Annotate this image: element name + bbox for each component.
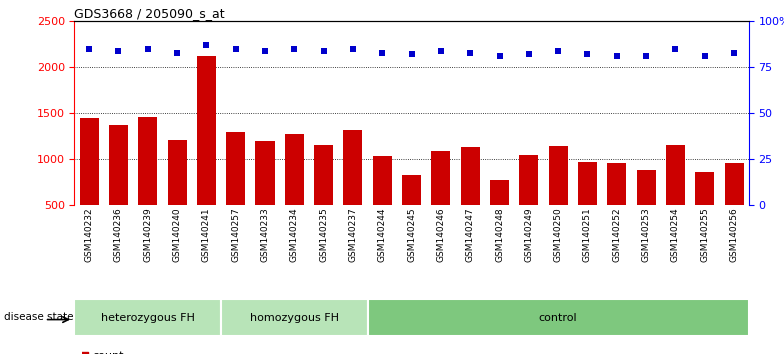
Bar	[461, 147, 480, 205]
Bar	[285, 135, 304, 205]
Text: GSM140245: GSM140245	[407, 207, 416, 262]
Bar	[368, 299, 749, 336]
Text: GSM140251: GSM140251	[583, 207, 592, 262]
Point	[581, 52, 593, 57]
Text: GSM140247: GSM140247	[466, 207, 475, 262]
Point	[141, 46, 154, 52]
Bar	[314, 145, 333, 205]
Text: homozygous FH: homozygous FH	[250, 313, 339, 323]
Point	[699, 53, 711, 59]
Point	[230, 46, 242, 52]
Bar	[608, 163, 626, 205]
Bar	[695, 172, 714, 205]
Text: GSM140240: GSM140240	[172, 207, 182, 262]
Point	[728, 50, 740, 55]
Point	[464, 50, 477, 55]
Text: count: count	[92, 351, 124, 354]
Text: GDS3668 / 205090_s_at: GDS3668 / 205090_s_at	[74, 7, 225, 20]
Text: GSM140250: GSM140250	[554, 207, 563, 262]
Point	[83, 46, 96, 52]
Text: GSM140235: GSM140235	[319, 207, 328, 262]
Point	[200, 42, 212, 48]
Bar	[724, 163, 743, 205]
Bar	[372, 156, 392, 205]
Text: GSM140236: GSM140236	[114, 207, 123, 262]
Bar	[519, 155, 539, 205]
Bar	[578, 162, 597, 205]
Bar	[490, 181, 509, 205]
Point	[290, 27, 303, 33]
Text: GSM140241: GSM140241	[202, 207, 211, 262]
Point	[112, 48, 125, 53]
Bar	[431, 151, 451, 205]
Point	[670, 46, 682, 52]
Text: control: control	[539, 313, 578, 323]
Point	[376, 50, 389, 55]
Bar	[197, 56, 216, 205]
Point	[552, 48, 564, 53]
Text: GSM140256: GSM140256	[730, 207, 739, 262]
Bar	[549, 147, 568, 205]
Bar	[221, 299, 368, 336]
Bar	[74, 299, 221, 336]
Text: GSM140252: GSM140252	[612, 207, 621, 262]
Text: GSM140254: GSM140254	[671, 207, 680, 262]
Text: GSM140246: GSM140246	[437, 207, 445, 262]
Point	[493, 53, 506, 59]
Point	[171, 50, 183, 55]
Point	[347, 46, 359, 52]
Point	[318, 48, 330, 53]
Bar	[637, 170, 655, 205]
Point	[405, 52, 418, 57]
Text: GSM140248: GSM140248	[495, 207, 504, 262]
Text: GSM140234: GSM140234	[290, 207, 299, 262]
Point	[523, 52, 535, 57]
Bar	[80, 118, 99, 205]
Bar	[402, 175, 421, 205]
Point	[640, 53, 652, 59]
Point	[288, 46, 300, 52]
Text: GSM140239: GSM140239	[143, 207, 152, 262]
Bar	[109, 125, 128, 205]
Bar	[666, 145, 685, 205]
Text: GSM140249: GSM140249	[524, 207, 533, 262]
Bar	[226, 132, 245, 205]
Text: GSM140257: GSM140257	[231, 207, 240, 262]
Text: GSM140232: GSM140232	[85, 207, 93, 262]
Text: GSM140244: GSM140244	[378, 207, 387, 262]
Text: GSM140233: GSM140233	[260, 207, 270, 262]
Text: GSM140237: GSM140237	[348, 207, 358, 262]
Bar	[168, 140, 187, 205]
Text: disease state: disease state	[4, 312, 74, 322]
Point	[259, 48, 271, 53]
Point	[290, 253, 303, 258]
Bar	[256, 141, 274, 205]
Point	[434, 48, 447, 53]
Point	[611, 53, 623, 59]
Text: GSM140253: GSM140253	[641, 207, 651, 262]
Bar	[138, 117, 158, 205]
Text: GSM140255: GSM140255	[700, 207, 710, 262]
Text: heterozygous FH: heterozygous FH	[101, 313, 194, 323]
Bar	[343, 130, 362, 205]
